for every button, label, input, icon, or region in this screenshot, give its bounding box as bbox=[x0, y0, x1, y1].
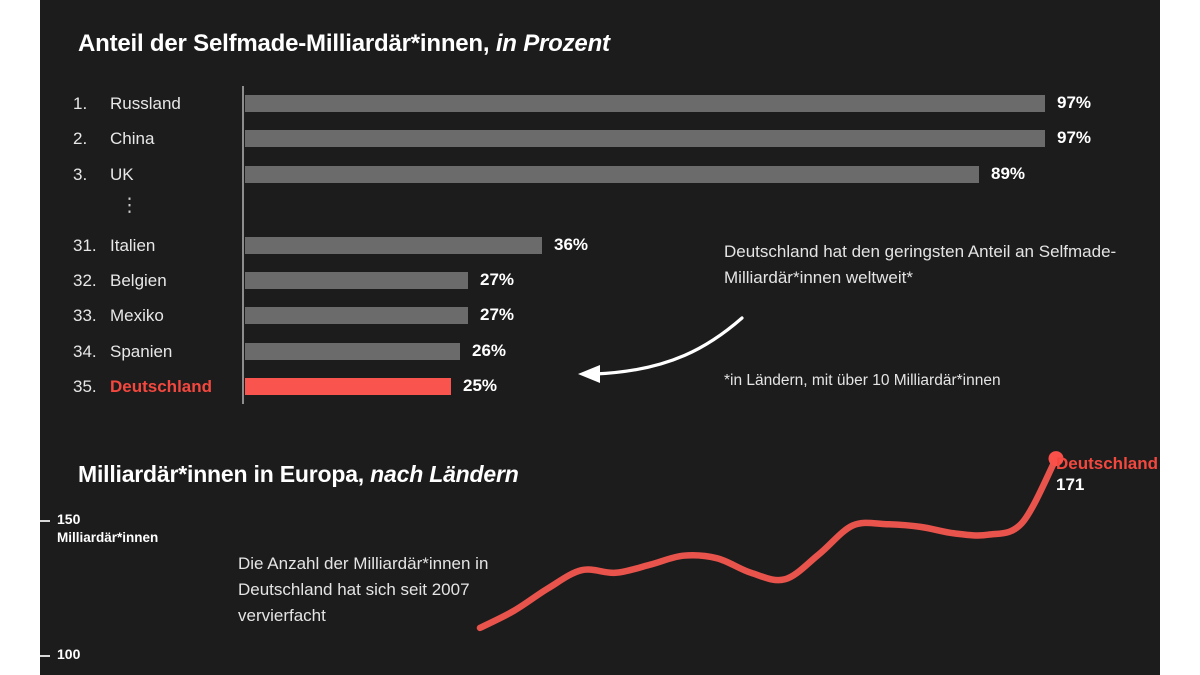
row-bar bbox=[245, 378, 451, 396]
row-country-label: Italien bbox=[110, 235, 156, 255]
dark-panel: Anteil der Selfmade-Milliardär*innen, in… bbox=[40, 0, 1160, 675]
y-axis-unit-label: Milliardär*innen bbox=[57, 530, 159, 545]
chart1-footnote: *in Ländern, mit über 10 Milliardär*inne… bbox=[724, 372, 1001, 389]
row-value-label: 26% bbox=[472, 340, 507, 360]
chart2-line-series bbox=[476, 451, 1064, 632]
row-country-label: Russland bbox=[110, 94, 181, 113]
table-row: 2. China 97% bbox=[40, 121, 1160, 156]
row-bar bbox=[245, 307, 468, 325]
table-row: 31. Italien 36% bbox=[40, 228, 1160, 263]
row-value-label: 97% bbox=[1057, 128, 1092, 148]
table-row: 1. Russland 97% bbox=[40, 86, 1160, 121]
chart1-title: Anteil der Selfmade-Milliardär*innen, in… bbox=[78, 30, 610, 58]
row-value-label: 27% bbox=[480, 305, 515, 325]
y-tick-dash-icon bbox=[40, 655, 50, 657]
row-country-label: Belgien bbox=[110, 270, 167, 290]
table-row bbox=[40, 192, 1160, 227]
y-tick-150-value: 150 bbox=[57, 511, 81, 527]
curved-arrow-icon bbox=[578, 316, 744, 383]
row-value-label: 89% bbox=[991, 163, 1026, 183]
row-country-label: Spanien bbox=[110, 341, 173, 361]
table-row: 34. Spanien 26% bbox=[40, 334, 1160, 369]
chart2-body-text: Die Anzahl der Milliardär*innen in Deuts… bbox=[238, 554, 489, 625]
row-bar bbox=[245, 271, 468, 289]
row-rank: 32. bbox=[73, 270, 97, 290]
row-bar bbox=[245, 342, 460, 360]
chart2-title-main: Milliardär*innen in Europa, bbox=[78, 461, 364, 487]
chart1-title-italic: in Prozent bbox=[489, 30, 610, 57]
table-row: 33. Mexiko 27% bbox=[40, 298, 1160, 333]
row-rank: 1. bbox=[73, 94, 88, 113]
table-row: 3. UK 89% bbox=[40, 157, 1160, 192]
chart2-end-label-value: 171 bbox=[1056, 474, 1085, 494]
row-country-label: Deutschland bbox=[110, 377, 213, 397]
chart1-axis-line bbox=[242, 86, 244, 404]
row-rank: 34. bbox=[73, 341, 97, 361]
row-bar bbox=[245, 236, 542, 254]
row-value-label: 25% bbox=[463, 376, 498, 396]
row-country-label: China bbox=[110, 129, 155, 149]
chart1-bar-rows: 1. Russland 97% 2. China 97% 3. UK 89% 31. Italien… bbox=[40, 86, 1160, 405]
row-rank: 31. bbox=[73, 235, 97, 255]
chart2-title-italic: nach Ländern bbox=[363, 461, 519, 487]
chart1-title-main: Anteil der Selfmade-Milliardär*innen, bbox=[78, 30, 490, 57]
row-country-label: UK bbox=[110, 164, 134, 184]
y-tick-dash-icon bbox=[40, 520, 50, 522]
row-rank: 2. bbox=[73, 129, 88, 149]
row-rank: 35. bbox=[73, 377, 97, 397]
row-value-label: 97% bbox=[1057, 93, 1092, 112]
chart2-end-label: Deutschland 171 bbox=[1056, 454, 1158, 496]
chart2-end-label-name: Deutschland bbox=[1056, 454, 1159, 473]
rank-ellipsis-icon: ⋮ bbox=[120, 195, 139, 216]
table-row: 32. Belgien 27% bbox=[40, 263, 1160, 298]
table-row: 35. Deutschland 25% bbox=[40, 369, 1160, 404]
row-bar bbox=[245, 130, 1045, 148]
chart2-title: Milliardär*innen in Europa, nach Ländern bbox=[78, 461, 519, 488]
row-value-label: 36% bbox=[554, 234, 589, 254]
row-bar bbox=[245, 95, 1045, 112]
row-country-label: Mexiko bbox=[110, 306, 164, 326]
chart1-annotation: Deutschland hat den geringsten Anteil an… bbox=[724, 242, 1117, 288]
row-value-label: 27% bbox=[480, 269, 515, 289]
row-bar bbox=[245, 165, 979, 183]
y-tick-100-value: 100 bbox=[57, 646, 81, 662]
row-rank: 3. bbox=[73, 164, 88, 184]
row-rank: 33. bbox=[73, 306, 97, 326]
